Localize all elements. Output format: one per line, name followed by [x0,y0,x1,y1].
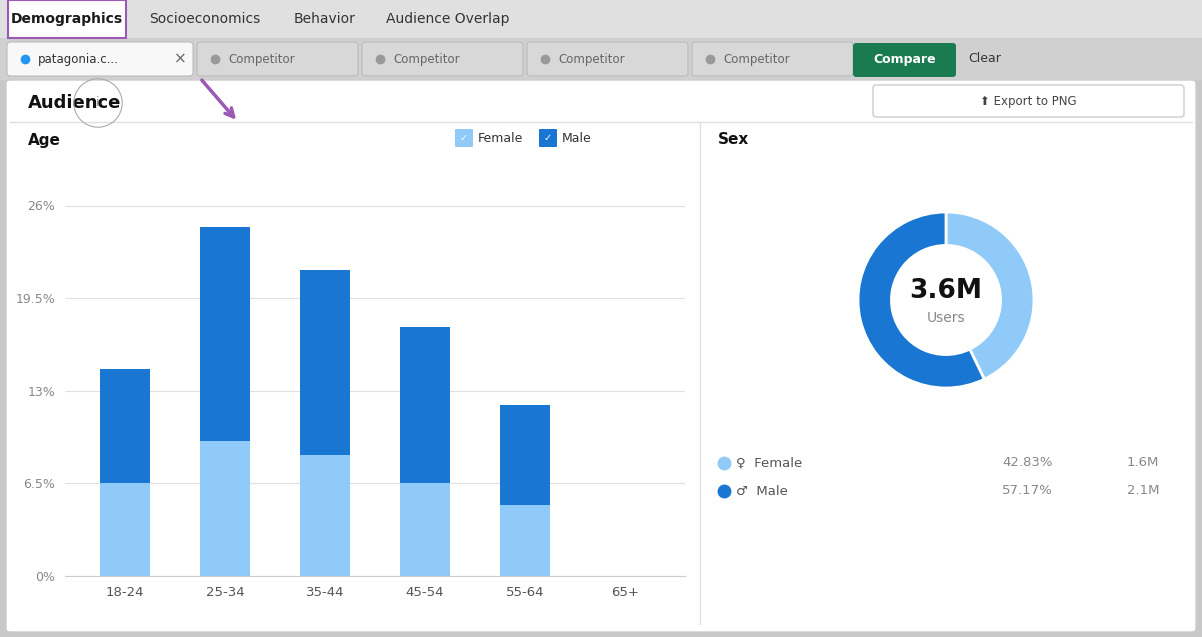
Bar [200,227,250,441]
Text: Female: Female [478,131,523,145]
FancyBboxPatch shape [692,42,853,76]
FancyBboxPatch shape [362,42,523,76]
Text: Audience: Audience [28,94,121,112]
Text: Competitor: Competitor [228,52,294,66]
Bar [100,369,150,483]
Text: 57.17%: 57.17% [1002,485,1053,497]
Text: Sex: Sex [718,132,749,148]
Text: ♂  Male: ♂ Male [736,485,787,497]
Text: 3.6M: 3.6M [910,278,982,304]
Text: Competitor: Competitor [722,52,790,66]
FancyBboxPatch shape [456,129,474,147]
Text: Audience Overlap: Audience Overlap [386,12,510,26]
Text: 1.6M: 1.6M [1127,457,1160,469]
FancyBboxPatch shape [526,42,688,76]
Text: Demographics: Demographics [11,12,123,26]
Bar [400,327,450,483]
Bar [0,0,1202,38]
Text: Clear: Clear [968,52,1001,66]
Text: ⬆ Export to PNG: ⬆ Export to PNG [980,94,1076,108]
Text: ✓: ✓ [545,133,552,143]
Text: i: i [96,96,100,110]
FancyBboxPatch shape [853,43,956,77]
FancyBboxPatch shape [6,80,1196,632]
Wedge shape [858,212,984,388]
Text: Users: Users [927,311,965,325]
FancyBboxPatch shape [538,129,557,147]
Text: Socioeconomics: Socioeconomics [149,12,261,26]
FancyBboxPatch shape [197,42,358,76]
Text: Competitor: Competitor [558,52,625,66]
Bar [100,483,150,576]
Text: Age: Age [28,132,61,148]
Bar [300,269,350,455]
Bar [0,38,1202,80]
Text: Male: Male [563,131,591,145]
Text: 42.83%: 42.83% [1002,457,1053,469]
Bar [400,483,450,576]
Wedge shape [946,212,1034,379]
Bar [300,455,350,576]
FancyBboxPatch shape [7,42,194,76]
Text: ♀  Female: ♀ Female [736,457,802,469]
Text: ✓: ✓ [460,133,468,143]
Bar [500,505,551,576]
FancyBboxPatch shape [8,0,126,38]
Bar [200,441,250,576]
FancyBboxPatch shape [873,85,1184,117]
Bar [500,405,551,505]
Text: Behavior: Behavior [294,12,356,26]
Text: Compare: Compare [873,54,936,66]
Text: ×: × [173,52,186,66]
Text: 2.1M: 2.1M [1127,485,1160,497]
Text: patagonia.c...: patagonia.c... [38,52,119,66]
Text: Competitor: Competitor [393,52,459,66]
